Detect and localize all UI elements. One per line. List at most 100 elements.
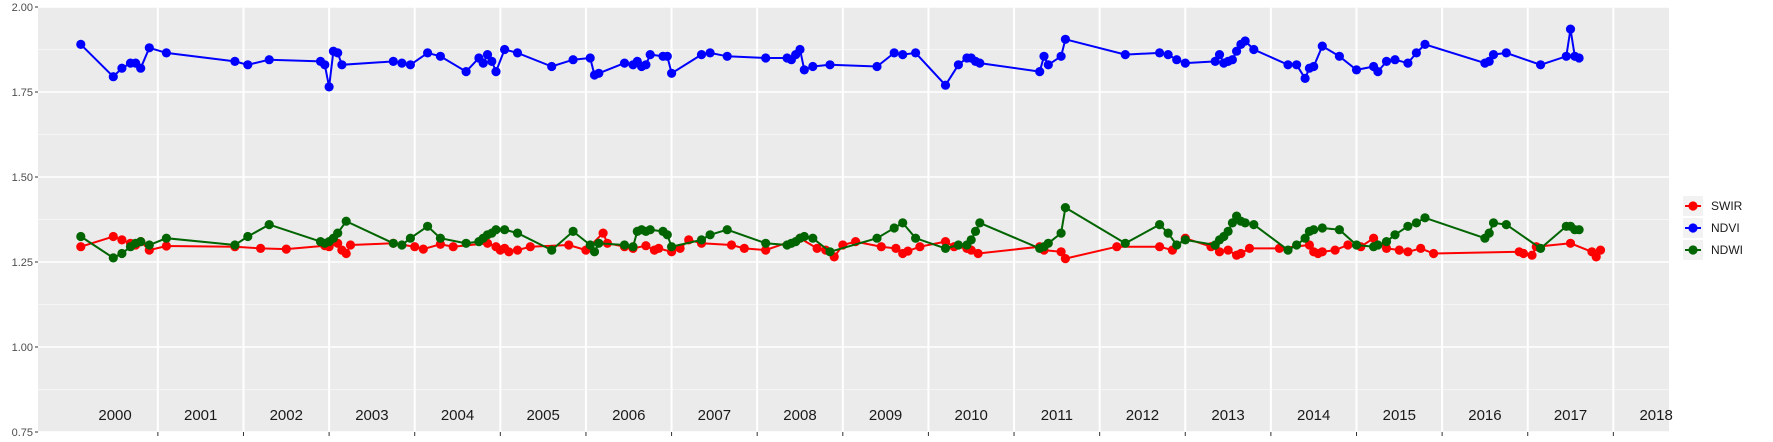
y-axis: 0.75 1.00 1.25 1.50 1.75 2.00: [12, 2, 38, 439]
data-point-ndwi: [761, 238, 771, 248]
data-point-ndwi: [1488, 218, 1499, 228]
data-point-swir: [761, 245, 771, 255]
y-tick-label: 1.25: [12, 257, 33, 269]
data-point-ndvi: [585, 53, 595, 63]
data-point-swir: [410, 242, 420, 252]
data-point-ndvi: [1060, 34, 1070, 44]
data-point-swir: [281, 244, 291, 254]
data-point-ndwi: [970, 226, 981, 236]
data-point-swir: [1317, 247, 1327, 257]
data-point-ndvi: [940, 80, 951, 90]
data-point-swir: [564, 240, 574, 250]
data-point-ndwi: [628, 242, 638, 252]
data-point-ndwi: [696, 235, 707, 245]
data-point-ndwi: [243, 231, 253, 242]
data-point-ndvi: [1334, 51, 1344, 61]
data-point-ndwi: [1043, 238, 1053, 248]
data-point-ndwi: [144, 240, 154, 250]
year-label: 2006: [612, 407, 645, 424]
data-point-ndvi: [1420, 39, 1430, 50]
data-point-ndvi: [337, 60, 347, 70]
data-point-swir: [903, 246, 913, 256]
data-point-ndvi: [1283, 60, 1293, 70]
data-point-ndwi: [512, 228, 523, 238]
data-point-ndvi: [1039, 51, 1049, 61]
data-point-ndvi: [1351, 65, 1362, 75]
data-point-ndvi: [1484, 56, 1494, 66]
data-point-ndwi: [108, 253, 118, 263]
data-point-ndvi: [1403, 58, 1413, 68]
data-point-ndwi: [388, 238, 398, 248]
data-point-ndwi: [136, 237, 146, 247]
data-point-ndvi: [889, 48, 899, 58]
data-point-ndwi: [1249, 220, 1259, 230]
data-point-ndwi: [594, 238, 604, 248]
data-point-ndvi: [108, 72, 118, 82]
data-point-swir: [726, 240, 737, 250]
data-point-ndvi: [397, 58, 407, 68]
data-point-ndwi: [1060, 203, 1070, 213]
data-point-ndwi: [1484, 228, 1494, 238]
legend-label-ndwi: NDWI: [1711, 243, 1743, 257]
data-point-ndvi: [662, 51, 672, 61]
data-point-ndvi: [1390, 55, 1400, 65]
data-point-ndvi: [1381, 56, 1392, 66]
data-point-ndvi: [405, 60, 415, 70]
data-point-ndwi: [1390, 230, 1400, 240]
data-point-ndvi: [500, 44, 510, 55]
data-point-ndwi: [568, 226, 578, 236]
data-point-ndvi: [76, 39, 86, 50]
data-point-ndvi: [1240, 36, 1250, 46]
data-point-swir: [1236, 248, 1246, 259]
data-point-swir: [504, 247, 514, 257]
data-point-ndwi: [705, 230, 715, 240]
data-point-ndvi: [761, 53, 771, 63]
data-point-ndvi: [547, 61, 557, 72]
data-point-ndwi: [585, 240, 595, 250]
data-point-swir: [1518, 248, 1529, 259]
data-point-ndwi: [1227, 218, 1237, 228]
data-point-swir: [1112, 242, 1122, 252]
data-point-ndvi: [1249, 44, 1259, 55]
year-label: 2014: [1297, 407, 1330, 424]
data-point-ndwi: [1574, 225, 1584, 235]
data-point-ndvi: [1232, 46, 1242, 56]
data-point-swir: [1381, 243, 1392, 253]
data-point-swir: [1155, 242, 1165, 252]
data-point-ndvi: [491, 67, 501, 77]
data-point-ndwi: [405, 233, 415, 243]
data-point-ndvi: [482, 50, 493, 60]
y-tick-label: 1.75: [12, 87, 33, 99]
data-point-swir: [598, 228, 608, 238]
data-point-swir: [1244, 243, 1255, 253]
data-point-ndvi: [423, 48, 433, 58]
data-point-ndvi: [264, 55, 274, 65]
year-label: 2010: [955, 407, 988, 424]
data-point-ndvi: [1214, 50, 1225, 60]
year-label: 2008: [783, 407, 816, 424]
data-point-swir: [341, 248, 351, 259]
data-point-swir: [108, 231, 118, 242]
year-label: 2003: [355, 407, 388, 424]
data-point-swir: [1214, 247, 1225, 257]
data-point-swir: [654, 243, 664, 253]
data-point-swir: [117, 235, 127, 245]
data-point-ndwi: [889, 223, 899, 233]
year-label: 2016: [1468, 407, 1501, 424]
data-point-swir: [1591, 252, 1601, 262]
year-label: 2013: [1211, 407, 1244, 424]
data-point-swir: [1369, 233, 1379, 243]
data-point-ndvi: [512, 48, 523, 58]
data-point-ndvi: [243, 60, 253, 70]
data-point-ndvi: [487, 56, 497, 66]
data-point-ndvi: [1043, 60, 1053, 70]
data-point-swir: [448, 242, 458, 252]
legend-label-ndvi: NDVI: [1711, 221, 1740, 235]
year-label: 2002: [270, 407, 303, 424]
data-point-swir: [512, 245, 523, 255]
data-point-ndvi: [1373, 67, 1383, 77]
data-point-ndwi: [975, 218, 985, 228]
data-point-ndvi: [1574, 53, 1584, 63]
data-point-ndvi: [1300, 73, 1310, 83]
data-point-ndvi: [144, 43, 154, 53]
